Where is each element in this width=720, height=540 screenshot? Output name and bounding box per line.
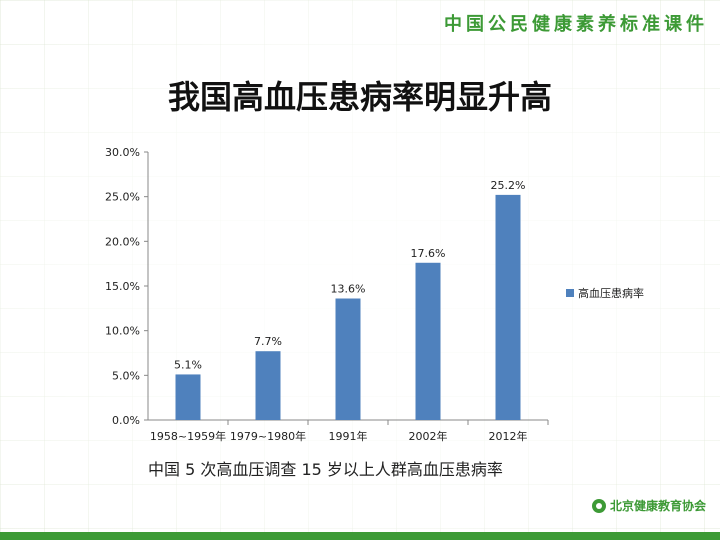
legend: 高血压患病率 [566,286,644,300]
x-tick-label: 2012年 [489,429,528,443]
bar [415,262,441,420]
org-logo-icon [591,498,606,513]
x-tick-label: 2002年 [409,429,448,443]
bar [175,374,201,420]
y-tick-label: 0.0% [112,414,140,427]
x-tick-label: 1979~1980年 [230,429,306,443]
data-label: 25.2% [491,179,526,192]
chart-caption: 中国 5 次高血压调查 15 岁以上人群高血压患病率 [148,460,503,479]
data-label: 17.6% [411,247,446,260]
header-brand: 中国公民健康素养标准课件 [444,14,708,35]
x-axis: 1958~1959年 1979~1980年 1991年 2002年 2012年 [148,419,549,443]
bars: 5.1% 7.7% 13.6% 17.6% 25.2% [174,179,525,420]
x-tick-label: 1958~1959年 [150,429,226,443]
legend-swatch [566,289,574,297]
bar [255,351,281,420]
y-tick-label: 15.0% [105,280,140,293]
footer-org-name: 北京健康教育协会 [609,499,706,513]
slide-title: 我国高血压患病率明显升高 [167,78,552,116]
legend-label: 高血压患病率 [578,286,644,300]
y-axis: 0.0% 5.0% 10.0% 15.0% 20.0% 25.0% 30.0% [105,146,149,427]
bar [495,194,521,420]
x-tick-label: 1991年 [329,429,368,443]
y-tick-label: 20.0% [105,235,140,248]
footer-logo: 北京健康教育协会 [591,497,706,514]
y-tick-label: 30.0% [105,146,140,159]
y-tick-label: 10.0% [105,325,140,338]
data-label: 7.7% [254,335,282,348]
bar [335,298,361,420]
y-tick-label: 25.0% [105,191,140,204]
data-label: 13.6% [331,283,366,296]
y-tick-label: 5.0% [112,369,140,382]
data-label: 5.1% [174,358,202,371]
bottom-bar [0,532,720,540]
